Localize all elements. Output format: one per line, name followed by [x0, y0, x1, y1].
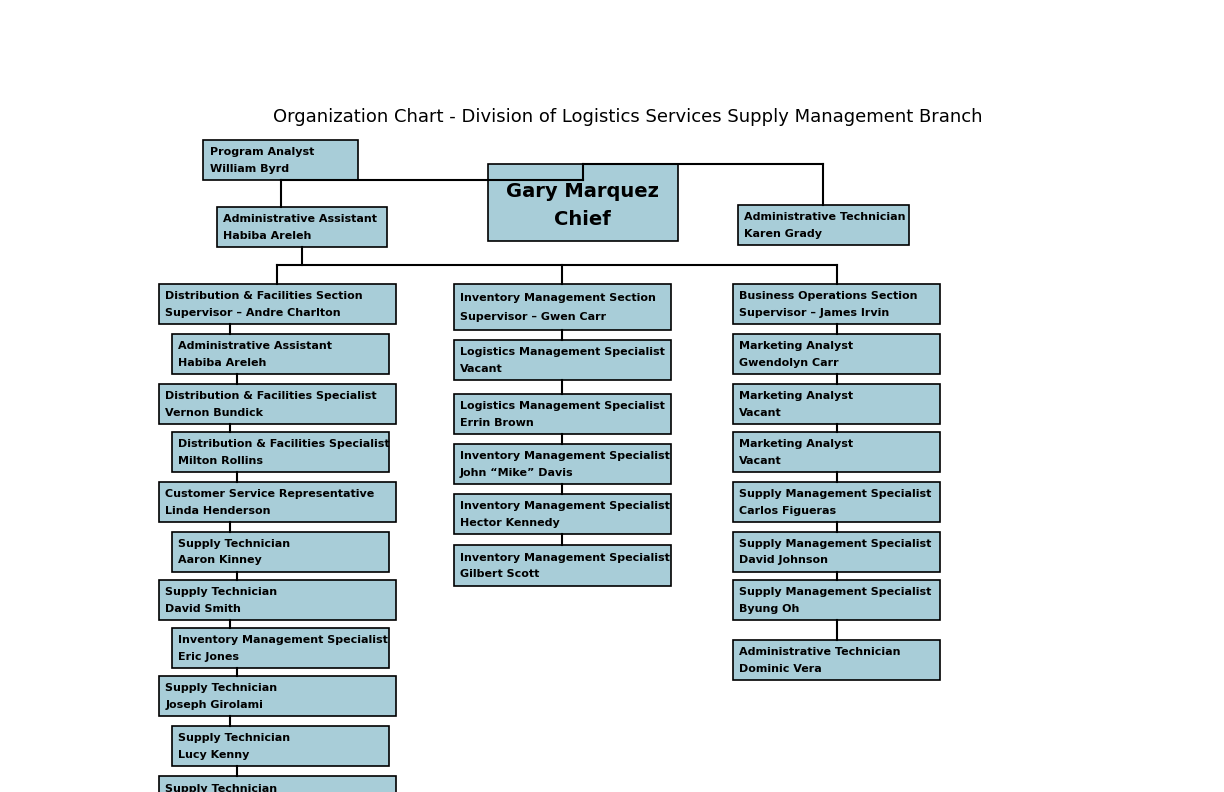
Text: Joseph Girolami: Joseph Girolami	[165, 700, 263, 710]
FancyBboxPatch shape	[171, 333, 388, 374]
Text: Supply Technician: Supply Technician	[177, 539, 290, 549]
Text: Supply Technician: Supply Technician	[165, 783, 278, 792]
FancyBboxPatch shape	[454, 444, 671, 484]
Text: Administrative Assistant: Administrative Assistant	[177, 341, 332, 351]
Text: John “Mike” Davis: John “Mike” Davis	[460, 468, 574, 478]
Text: Supply Management Specialist: Supply Management Specialist	[739, 539, 931, 549]
FancyBboxPatch shape	[203, 139, 359, 180]
Text: Administrative Technician: Administrative Technician	[739, 647, 901, 657]
Text: Distribution & Facilities Section: Distribution & Facilities Section	[165, 291, 364, 301]
FancyBboxPatch shape	[733, 482, 940, 523]
Text: Business Operations Section: Business Operations Section	[739, 291, 918, 301]
FancyBboxPatch shape	[738, 205, 908, 246]
Text: Aaron Kinney: Aaron Kinney	[177, 555, 262, 565]
Text: Lucy Kenny: Lucy Kenny	[177, 750, 250, 760]
FancyBboxPatch shape	[159, 284, 395, 324]
Text: Byung Oh: Byung Oh	[739, 604, 799, 614]
Text: William Byrd: William Byrd	[209, 163, 289, 173]
Text: Carlos Figueras: Carlos Figueras	[739, 506, 836, 516]
Text: Marketing Analyst: Marketing Analyst	[739, 390, 853, 401]
FancyBboxPatch shape	[454, 394, 671, 434]
Text: Inventory Management Specialist: Inventory Management Specialist	[460, 553, 670, 562]
Text: Vacant: Vacant	[739, 456, 782, 466]
FancyBboxPatch shape	[171, 726, 388, 767]
FancyBboxPatch shape	[171, 531, 388, 572]
Text: Habiba Areleh: Habiba Areleh	[177, 357, 266, 367]
Text: Supply Management Specialist: Supply Management Specialist	[739, 489, 931, 500]
Text: Milton Rollins: Milton Rollins	[177, 456, 263, 466]
FancyBboxPatch shape	[733, 384, 940, 424]
FancyBboxPatch shape	[454, 546, 671, 585]
Text: Marketing Analyst: Marketing Analyst	[739, 440, 853, 449]
Text: Administrative Assistant: Administrative Assistant	[223, 214, 377, 223]
Text: Karen Grady: Karen Grady	[744, 229, 823, 239]
Text: David Johnson: David Johnson	[739, 555, 827, 565]
Text: Chief: Chief	[554, 211, 611, 229]
Text: Marketing Analyst: Marketing Analyst	[739, 341, 853, 351]
FancyBboxPatch shape	[733, 640, 940, 680]
FancyBboxPatch shape	[454, 284, 671, 330]
Text: Hector Kennedy: Hector Kennedy	[460, 518, 559, 527]
Text: Inventory Management Section: Inventory Management Section	[460, 292, 656, 303]
FancyBboxPatch shape	[454, 340, 671, 380]
FancyBboxPatch shape	[488, 164, 678, 242]
FancyBboxPatch shape	[733, 580, 940, 620]
Text: Distribution & Facilities Specialist: Distribution & Facilities Specialist	[177, 440, 389, 449]
Text: Dominic Vera: Dominic Vera	[739, 664, 821, 674]
Text: Inventory Management Specialist: Inventory Management Specialist	[460, 501, 670, 511]
Text: Supply Management Specialist: Supply Management Specialist	[739, 587, 931, 597]
Text: David Smith: David Smith	[165, 604, 241, 614]
FancyBboxPatch shape	[159, 384, 395, 424]
Text: Administrative Technician: Administrative Technician	[744, 212, 906, 223]
Text: Distribution & Facilities Specialist: Distribution & Facilities Specialist	[165, 390, 377, 401]
Text: Supervisor – James Irvin: Supervisor – James Irvin	[739, 307, 889, 318]
Text: Supply Technician: Supply Technician	[165, 683, 278, 694]
FancyBboxPatch shape	[733, 284, 940, 324]
Text: Vacant: Vacant	[460, 364, 503, 374]
Text: Logistics Management Specialist: Logistics Management Specialist	[460, 347, 665, 357]
FancyBboxPatch shape	[217, 207, 387, 247]
Text: Supply Technician: Supply Technician	[165, 587, 278, 597]
FancyBboxPatch shape	[733, 531, 940, 572]
Text: Vacant: Vacant	[739, 408, 782, 417]
Text: Errin Brown: Errin Brown	[460, 417, 534, 428]
Text: Inventory Management Specialist: Inventory Management Specialist	[460, 451, 670, 461]
Text: Gwendolyn Carr: Gwendolyn Carr	[739, 357, 838, 367]
FancyBboxPatch shape	[733, 432, 940, 472]
FancyBboxPatch shape	[171, 432, 388, 472]
FancyBboxPatch shape	[733, 333, 940, 374]
Text: Program Analyst: Program Analyst	[209, 147, 313, 157]
Text: Habiba Areleh: Habiba Areleh	[223, 230, 311, 241]
FancyBboxPatch shape	[159, 676, 395, 717]
FancyBboxPatch shape	[159, 580, 395, 620]
Text: Gary Marquez: Gary Marquez	[507, 182, 660, 201]
FancyBboxPatch shape	[171, 628, 388, 668]
FancyBboxPatch shape	[159, 482, 395, 523]
Text: Supervisor – Gwen Carr: Supervisor – Gwen Carr	[460, 312, 606, 322]
Text: Inventory Management Specialist: Inventory Management Specialist	[177, 635, 388, 645]
Text: Gilbert Scott: Gilbert Scott	[460, 569, 540, 579]
Text: Vernon Bundick: Vernon Bundick	[165, 408, 263, 417]
FancyBboxPatch shape	[454, 494, 671, 534]
Text: Logistics Management Specialist: Logistics Management Specialist	[460, 401, 665, 411]
Text: Customer Service Representative: Customer Service Representative	[165, 489, 375, 500]
Text: Linda Henderson: Linda Henderson	[165, 506, 271, 516]
Text: Organization Chart - Division of Logistics Services Supply Management Branch: Organization Chart - Division of Logisti…	[273, 108, 982, 126]
Text: Supervisor – Andre Charlton: Supervisor – Andre Charlton	[165, 307, 341, 318]
Text: Supply Technician: Supply Technician	[177, 733, 290, 744]
Text: Eric Jones: Eric Jones	[177, 652, 239, 661]
FancyBboxPatch shape	[159, 776, 395, 792]
